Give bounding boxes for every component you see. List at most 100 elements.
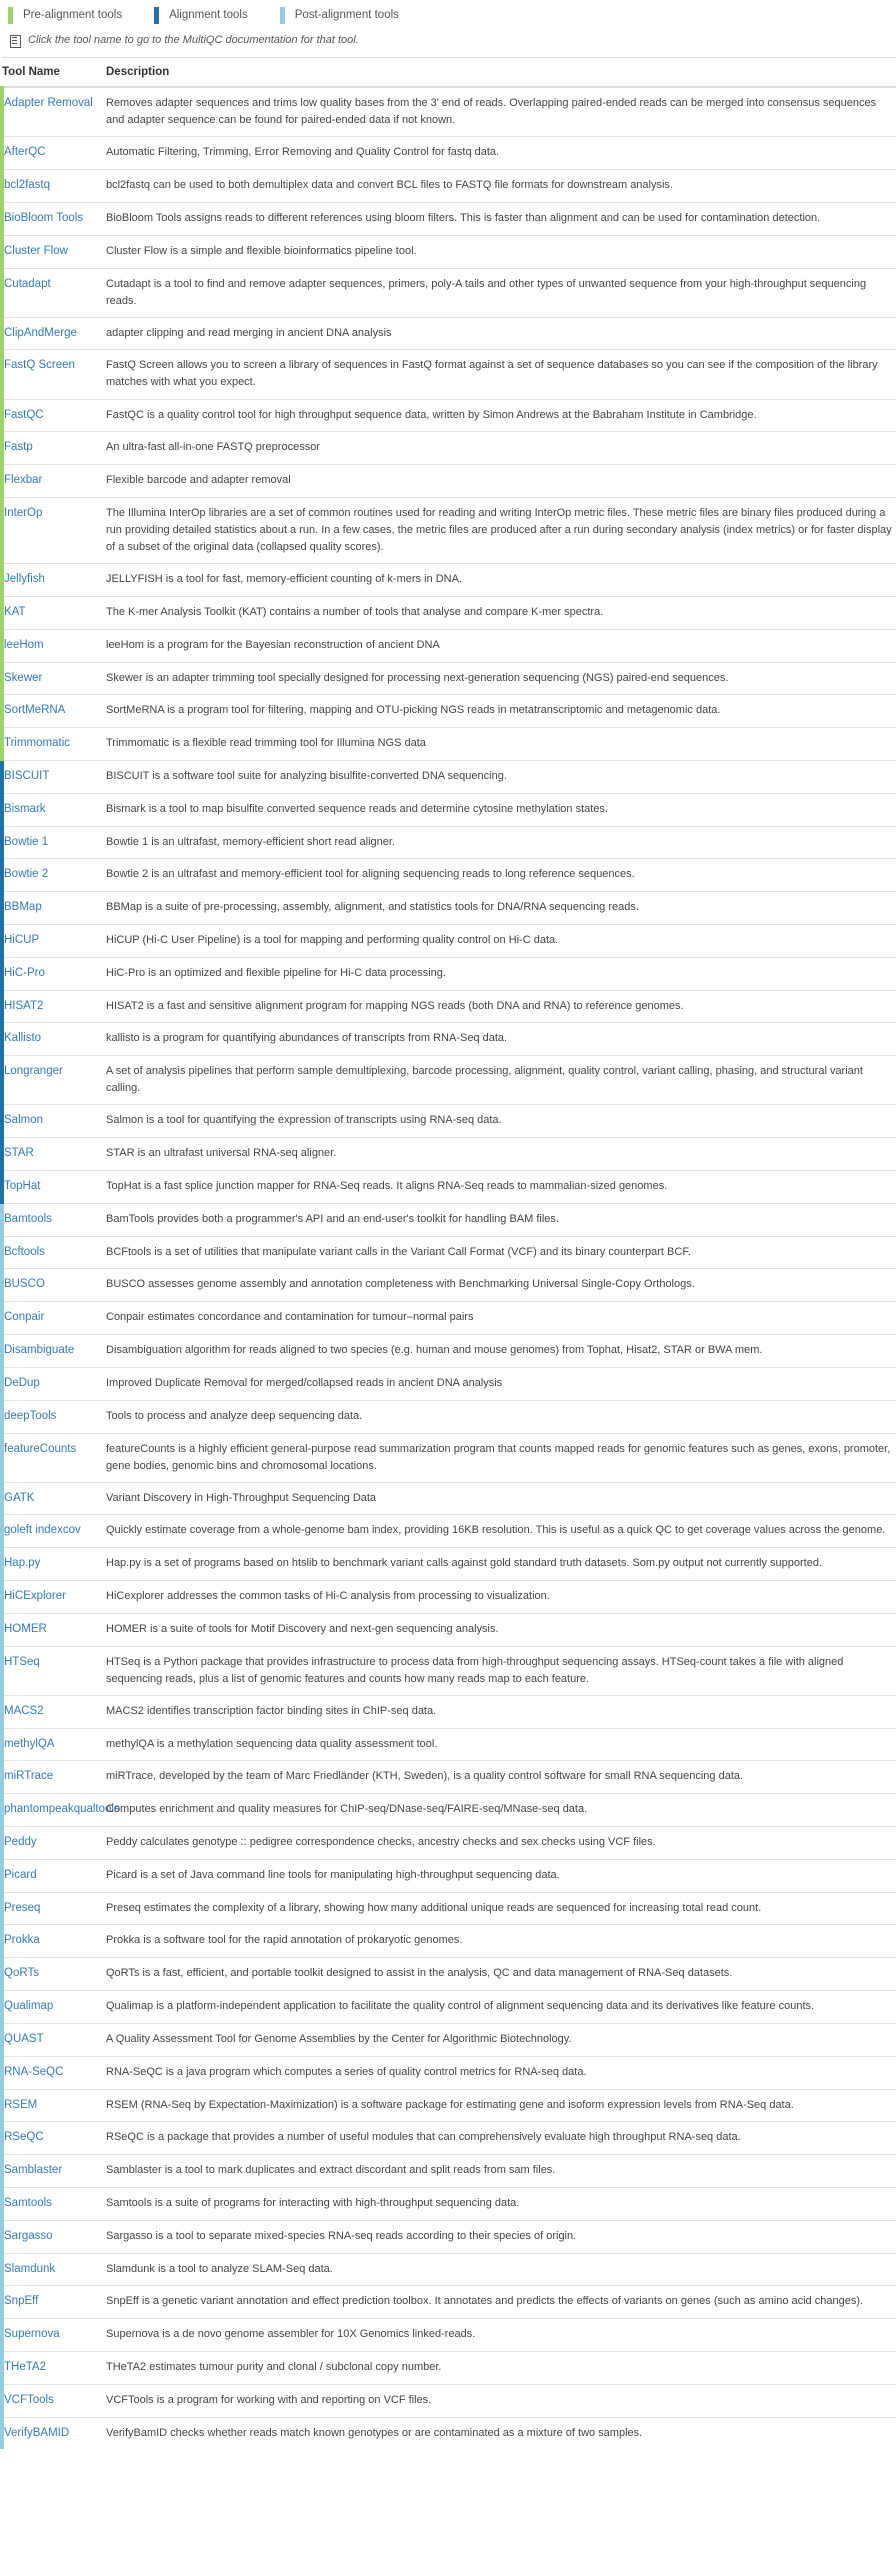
tool-description-cell: Qualimap is a platform-independent appli… <box>106 1990 896 2024</box>
tool-doc-link[interactable]: Sargasso <box>4 2229 53 2242</box>
table-row: Prokka Prokka is a software tool for the … <box>0 1924 896 1958</box>
tool-doc-link[interactable]: RSeQC <box>4 2131 44 2144</box>
column-header-tool-name: Tool Name <box>2 57 106 89</box>
tool-doc-link[interactable]: Skewer <box>4 671 43 684</box>
table-row: Bamtools BamTools provides both a program… <box>0 1202 896 1237</box>
tool-doc-link[interactable]: RNA-SeQC <box>4 2065 64 2078</box>
tool-doc-link[interactable]: InterOp <box>4 506 43 519</box>
tool-doc-link[interactable]: Samblaster <box>4 2164 63 2177</box>
table-row: Skewer Skewer is an adapter trimming tool… <box>0 661 896 695</box>
tool-description-cell: SnpEff is a genetic variant annotation a… <box>106 2285 896 2319</box>
tool-doc-link[interactable]: Prokka <box>4 1934 40 1947</box>
tool-doc-link[interactable]: Bismark <box>4 802 46 815</box>
tool-doc-link[interactable]: Cutadapt <box>4 277 51 290</box>
tool-doc-link[interactable]: Bamtools <box>4 1212 52 1225</box>
table-row: methylQA methylQA is a methylation sequen… <box>0 1727 896 1761</box>
table-row: BioBloom Tools BioBloom Tools assigns rea… <box>0 201 896 236</box>
tool-description-cell: Prokka is a software tool for the rapid … <box>106 1924 896 1958</box>
tool-doc-link[interactable]: Slamdunk <box>4 2262 56 2275</box>
table-row: RSEM RSEM (RNA-Seq by Expectation-Maximiz… <box>0 2088 896 2122</box>
tool-doc-link[interactable]: FastQC <box>4 408 44 421</box>
tool-doc-link[interactable]: THeTA2 <box>4 2361 46 2374</box>
tool-doc-link[interactable]: Bcftools <box>4 1245 45 1258</box>
tool-doc-link[interactable]: Qualimap <box>4 2000 54 2013</box>
tool-doc-link[interactable]: TopHat <box>4 1180 41 1193</box>
tool-doc-link[interactable]: HiC-Pro <box>4 966 45 979</box>
tool-name-cell: Bismark <box>0 792 106 827</box>
tool-doc-link[interactable]: deepTools <box>4 1409 57 1422</box>
tool-doc-link[interactable]: HiCExplorer <box>4 1590 66 1603</box>
tool-doc-link[interactable]: Fastp <box>4 441 33 454</box>
table-row: HTSeq HTSeq is a Python package that prov… <box>0 1645 896 1696</box>
tool-doc-link[interactable]: phantompeakqualtools <box>4 1803 120 1816</box>
tool-doc-link[interactable]: VerifyBAMID <box>4 2426 70 2439</box>
tool-doc-link[interactable]: featureCounts <box>4 1442 77 1455</box>
tools-reference-page: Pre-alignment tools Alignment tools Post-a… <box>0 7 896 2450</box>
tool-doc-link[interactable]: BBMap <box>4 901 42 914</box>
tool-name-cell: Flexbar <box>0 464 106 498</box>
tool-doc-link[interactable]: Supernova <box>4 2328 60 2341</box>
tool-name-cell: Kallisto <box>0 1022 106 1056</box>
tool-doc-link[interactable]: HTSeq <box>4 1655 40 1668</box>
table-row: phantompeakqualtools Computes enrichment … <box>0 1793 896 1827</box>
table-row: bcl2fastq bcl2fastq can be used to both d… <box>0 169 896 203</box>
tool-description-cell: BISCUIT is a software tool suite for ana… <box>106 759 896 794</box>
tool-doc-link[interactable]: SortMeRNA <box>4 704 66 717</box>
tool-doc-link[interactable]: Hap.py <box>4 1557 41 1570</box>
tool-doc-link[interactable]: BUSCO <box>4 1278 45 1291</box>
tool-description-cell: Conpair estimates concordance and contam… <box>106 1301 896 1335</box>
tool-doc-link[interactable]: Longranger <box>4 1065 63 1078</box>
tool-doc-link[interactable]: DeDup <box>4 1376 40 1389</box>
tool-doc-link[interactable]: QUAST <box>4 2032 44 2045</box>
table-row: HISAT2 HISAT2 is a fast and sensitive ali… <box>0 989 896 1023</box>
tool-name-cell: RNA-SeQC <box>0 2055 106 2090</box>
tool-doc-link[interactable]: AfterQC <box>4 146 46 159</box>
tool-doc-link[interactable]: QoRTs <box>4 1967 39 1980</box>
tool-description-cell: VerifyBamID checks whether reads match k… <box>106 2416 896 2450</box>
tool-doc-link[interactable]: Jellyfish <box>4 573 45 586</box>
tool-doc-link[interactable]: leeHom <box>4 638 44 651</box>
tool-doc-link[interactable]: HOMER <box>4 1622 47 1635</box>
tool-name-cell: GATK <box>0 1481 106 1515</box>
tool-doc-link[interactable]: Disambiguate <box>4 1344 75 1357</box>
tool-doc-link[interactable]: Bowtie 1 <box>4 835 49 848</box>
table-row: THeTA2 THeTA2 estimates tumour purity and… <box>0 2351 896 2385</box>
tool-doc-link[interactable]: Adapter Removal <box>4 97 93 110</box>
table-row: featureCounts featureCounts is a highly e… <box>0 1432 896 1483</box>
tool-doc-link[interactable]: Bowtie 2 <box>4 868 49 881</box>
tool-doc-link[interactable]: ClipAndMerge <box>4 326 77 339</box>
tool-doc-link[interactable]: BISCUIT <box>4 769 50 782</box>
tool-doc-link[interactable]: Picard <box>4 1868 37 1881</box>
tool-name-cell: QoRTs <box>0 1957 106 1991</box>
tool-doc-link[interactable]: Kallisto <box>4 1032 42 1045</box>
tool-doc-link[interactable]: RSEM <box>4 2098 38 2111</box>
tool-name-cell: Sargasso <box>0 2219 106 2254</box>
tool-doc-link[interactable]: Trimmomatic <box>4 737 71 750</box>
table-row: GATK Variant Discovery in High-Throughput… <box>0 1481 896 1515</box>
tool-doc-link[interactable]: SnpEff <box>4 2295 39 2308</box>
tool-doc-link[interactable]: Preseq <box>4 1901 41 1914</box>
tool-doc-link[interactable]: Samtools <box>4 2196 52 2209</box>
tool-doc-link[interactable]: Conpair <box>4 1311 45 1324</box>
tool-doc-link[interactable]: goleft indexcov <box>4 1524 81 1537</box>
tool-doc-link[interactable]: Peddy <box>4 1836 37 1849</box>
tool-doc-link[interactable]: MACS2 <box>4 1704 44 1717</box>
tool-doc-link[interactable]: HiCUP <box>4 934 40 947</box>
tool-doc-link[interactable]: Flexbar <box>4 474 43 487</box>
tool-doc-link[interactable]: GATK <box>4 1491 35 1504</box>
tool-doc-link[interactable]: KAT <box>4 605 26 618</box>
tool-doc-link[interactable]: BioBloom Tools <box>4 211 84 224</box>
tool-doc-link[interactable]: STAR <box>4 1147 34 1160</box>
tool-description-cell: HOMER is a suite of tools for Motif Disc… <box>106 1612 896 1647</box>
tool-doc-link[interactable]: Salmon <box>4 1114 43 1127</box>
tool-doc-link[interactable]: FastQ Screen <box>4 359 75 372</box>
tool-doc-link[interactable]: HISAT2 <box>4 999 44 1012</box>
tool-name-cell: BUSCO <box>0 1268 106 1302</box>
table-row: SnpEff SnpEff is a genetic variant annota… <box>0 2285 896 2319</box>
tool-doc-link[interactable]: bcl2fastq <box>4 179 51 192</box>
tool-doc-link[interactable]: Cluster Flow <box>4 244 68 257</box>
tool-doc-link[interactable]: methylQA <box>4 1737 55 1750</box>
table-row: HiCExplorer HiCexplorer addresses the com… <box>0 1580 896 1614</box>
tool-doc-link[interactable]: VCFTools <box>4 2393 54 2406</box>
tool-doc-link[interactable]: miRTrace <box>4 1770 54 1783</box>
